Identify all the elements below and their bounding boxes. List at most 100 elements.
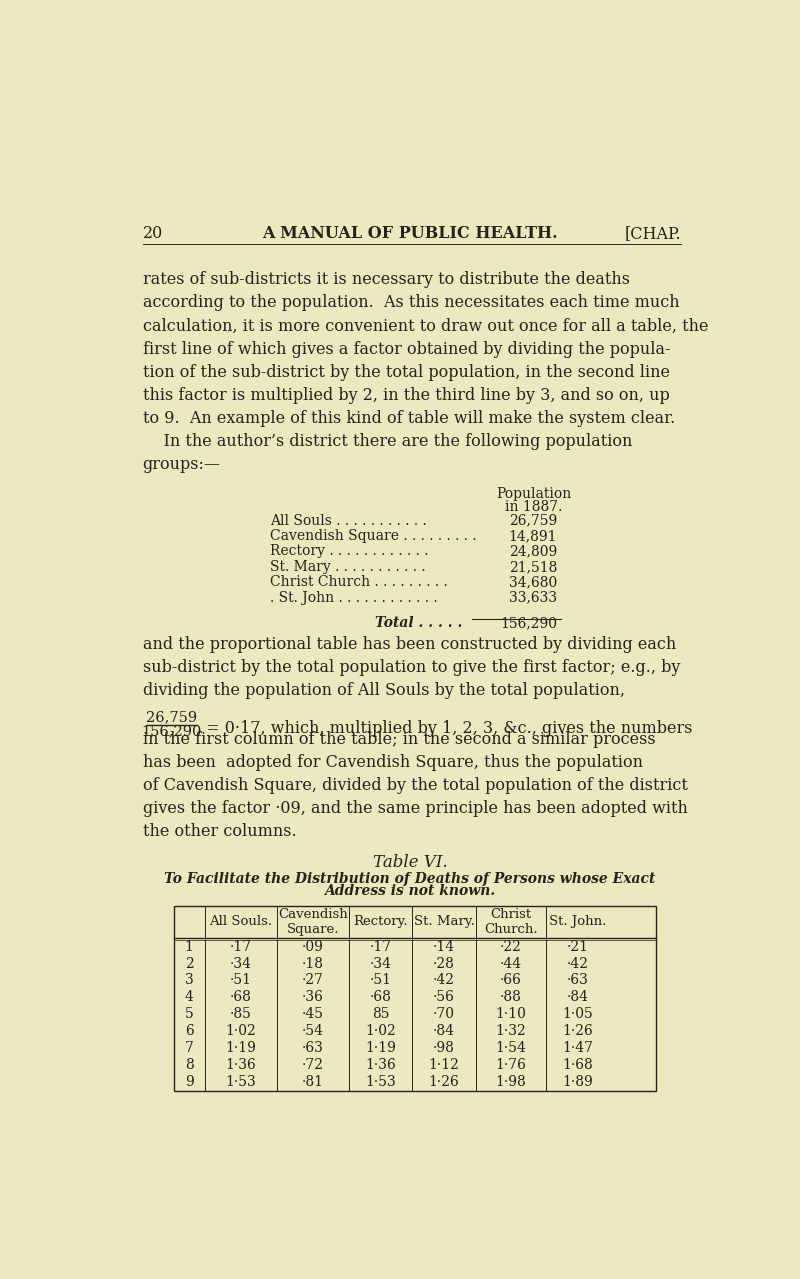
Text: dividing the population of All Souls by the total population,: dividing the population of All Souls by … — [142, 682, 625, 698]
Text: ·34: ·34 — [370, 957, 391, 971]
Text: ·42: ·42 — [566, 957, 589, 971]
Text: ·17: ·17 — [230, 940, 252, 954]
Text: All Souls.: All Souls. — [209, 916, 272, 929]
Text: Christ
Church.: Christ Church. — [484, 908, 538, 936]
Text: ·09: ·09 — [302, 940, 324, 954]
Text: ·22: ·22 — [500, 940, 522, 954]
Text: ·45: ·45 — [302, 1008, 324, 1022]
Text: A MANUAL OF PUBLIC HEALTH.: A MANUAL OF PUBLIC HEALTH. — [262, 225, 558, 242]
Text: 26,759: 26,759 — [509, 514, 558, 528]
Text: Rectory.: Rectory. — [354, 916, 408, 929]
Text: ·14: ·14 — [433, 940, 455, 954]
Text: the other columns.: the other columns. — [142, 824, 296, 840]
Text: ·28: ·28 — [433, 957, 455, 971]
Text: ·63: ·63 — [302, 1041, 324, 1055]
Text: tion of the sub-district by the total population, in the second line: tion of the sub-district by the total po… — [142, 363, 670, 381]
Text: Total . . . . .: Total . . . . . — [375, 616, 462, 631]
Text: In the author’s district there are the following population: In the author’s district there are the f… — [142, 434, 632, 450]
Text: 4: 4 — [185, 990, 194, 1004]
Text: 156,290: 156,290 — [141, 724, 202, 738]
Text: 1·19: 1·19 — [365, 1041, 396, 1055]
Text: 14,891: 14,891 — [509, 530, 558, 544]
Text: 1·98: 1·98 — [495, 1076, 526, 1090]
Text: . St. John . . . . . . . . . . . .: . St. John . . . . . . . . . . . . — [270, 591, 438, 605]
Text: 24,809: 24,809 — [509, 545, 558, 559]
Text: ·66: ·66 — [500, 973, 522, 987]
Text: ·98: ·98 — [433, 1041, 455, 1055]
Text: 1·36: 1·36 — [365, 1058, 396, 1072]
Text: 7: 7 — [185, 1041, 194, 1055]
Text: 85: 85 — [372, 1008, 390, 1022]
Text: Address is not known.: Address is not known. — [324, 884, 496, 898]
Text: of Cavendish Square, divided by the total population of the district: of Cavendish Square, divided by the tota… — [142, 778, 687, 794]
Text: 1·54: 1·54 — [495, 1041, 526, 1055]
Text: according to the population.  As this necessitates each time much: according to the population. As this nec… — [142, 294, 679, 312]
Text: Rectory . . . . . . . . . . . .: Rectory . . . . . . . . . . . . — [270, 545, 429, 559]
Text: 1·26: 1·26 — [429, 1076, 459, 1090]
Text: 1·02: 1·02 — [365, 1024, 396, 1039]
Text: in 1887.: in 1887. — [506, 500, 562, 514]
Text: ·72: ·72 — [302, 1058, 324, 1072]
Text: To Facilitate the Distribution of Deaths of Persons whose Exact: To Facilitate the Distribution of Deaths… — [164, 872, 656, 885]
Text: 1·26: 1·26 — [562, 1024, 593, 1039]
Text: 1·32: 1·32 — [495, 1024, 526, 1039]
Text: has been  adopted for Cavendish Square, thus the population: has been adopted for Cavendish Square, t… — [142, 755, 642, 771]
Text: to 9.  An example of this kind of table will make the system clear.: to 9. An example of this kind of table w… — [142, 411, 675, 427]
Text: 1·68: 1·68 — [562, 1058, 593, 1072]
Text: Christ Church . . . . . . . . .: Christ Church . . . . . . . . . — [270, 576, 448, 590]
Text: ·68: ·68 — [370, 990, 391, 1004]
Text: ·84: ·84 — [566, 990, 589, 1004]
Text: 26,759: 26,759 — [146, 710, 197, 724]
Text: 9: 9 — [185, 1076, 194, 1090]
Text: Population: Population — [496, 487, 572, 501]
Text: 3: 3 — [185, 973, 194, 987]
Text: St. John.: St. John. — [549, 916, 606, 929]
Text: ·56: ·56 — [433, 990, 455, 1004]
Text: groups:—: groups:— — [142, 457, 221, 473]
Text: 156,290: 156,290 — [500, 616, 558, 631]
Text: 33,633: 33,633 — [509, 591, 558, 605]
Text: ·84: ·84 — [433, 1024, 455, 1039]
Text: 1·53: 1·53 — [226, 1076, 256, 1090]
Text: first line of which gives a factor obtained by dividing the popula-: first line of which gives a factor obtai… — [142, 340, 670, 358]
Text: 20: 20 — [142, 225, 163, 242]
Text: 1·02: 1·02 — [226, 1024, 256, 1039]
Text: ·36: ·36 — [302, 990, 324, 1004]
Text: ·51: ·51 — [370, 973, 391, 987]
Text: ·63: ·63 — [567, 973, 589, 987]
Text: ·18: ·18 — [302, 957, 324, 971]
Text: ·17: ·17 — [370, 940, 392, 954]
Text: St. Mary . . . . . . . . . . .: St. Mary . . . . . . . . . . . — [270, 560, 426, 574]
Text: 1·36: 1·36 — [226, 1058, 256, 1072]
Text: ·21: ·21 — [566, 940, 589, 954]
Text: in the first column of the table; in the second a similar process: in the first column of the table; in the… — [142, 732, 655, 748]
Text: calculation, it is more convenient to draw out once for all a table, the: calculation, it is more convenient to dr… — [142, 317, 708, 335]
Text: 2: 2 — [185, 957, 194, 971]
Text: 8: 8 — [185, 1058, 194, 1072]
Text: ·51: ·51 — [230, 973, 252, 987]
Text: rates of sub-districts it is necessary to distribute the deaths: rates of sub-districts it is necessary t… — [142, 271, 630, 288]
Text: = 0·17, which, multiplied by 1, 2, 3, &c., gives the numbers: = 0·17, which, multiplied by 1, 2, 3, &c… — [201, 720, 692, 737]
Text: [CHAP.: [CHAP. — [625, 225, 682, 242]
Text: 1·19: 1·19 — [226, 1041, 256, 1055]
Text: 1·10: 1·10 — [495, 1008, 526, 1022]
Text: this factor is multiplied by 2, in the third line by 3, and so on, up: this factor is multiplied by 2, in the t… — [142, 386, 670, 404]
Text: gives the factor ·09, and the same principle has been adopted with: gives the factor ·09, and the same princ… — [142, 801, 687, 817]
Text: ·68: ·68 — [230, 990, 251, 1004]
Text: ·44: ·44 — [500, 957, 522, 971]
Text: Cavendish
Square.: Cavendish Square. — [278, 908, 348, 936]
Text: ·88: ·88 — [500, 990, 522, 1004]
Text: 1·76: 1·76 — [495, 1058, 526, 1072]
Text: 1·05: 1·05 — [562, 1008, 593, 1022]
Text: ·34: ·34 — [230, 957, 252, 971]
Text: 1: 1 — [185, 940, 194, 954]
Text: 5: 5 — [185, 1008, 194, 1022]
Text: ·70: ·70 — [433, 1008, 455, 1022]
Text: ·27: ·27 — [302, 973, 324, 987]
Text: ·54: ·54 — [302, 1024, 324, 1039]
Text: ·81: ·81 — [302, 1076, 324, 1090]
Text: 1·12: 1·12 — [429, 1058, 459, 1072]
Text: 1·89: 1·89 — [562, 1076, 593, 1090]
Text: 6: 6 — [185, 1024, 194, 1039]
Text: and the proportional table has been constructed by dividing each: and the proportional table has been cons… — [142, 636, 676, 652]
